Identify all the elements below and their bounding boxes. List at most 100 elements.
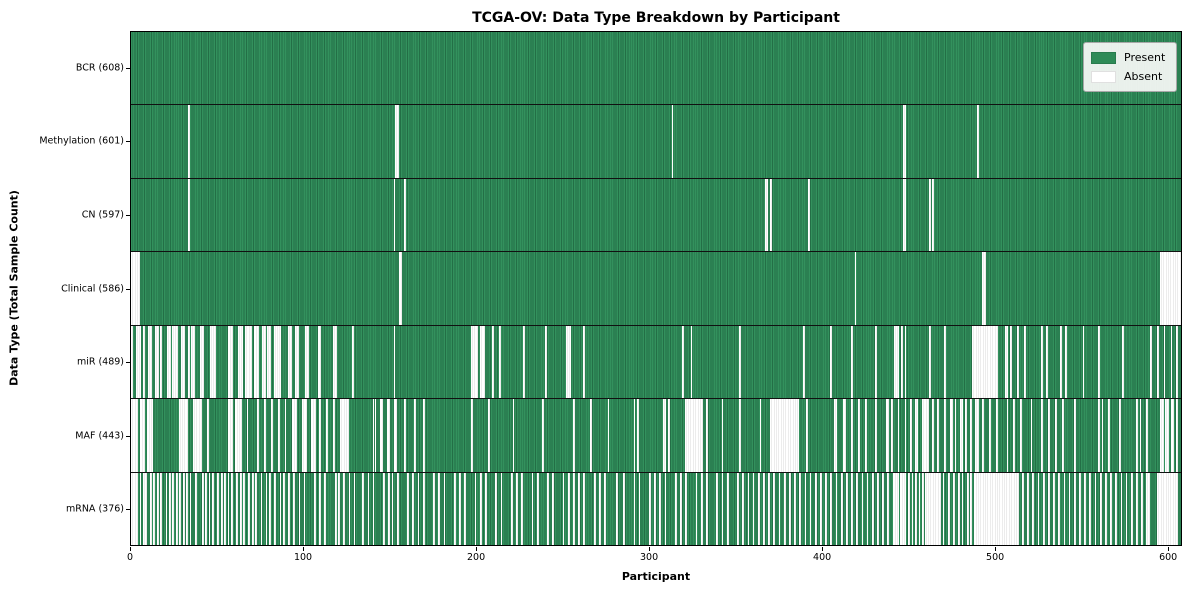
absent-cell — [172, 325, 175, 399]
absent-cell — [301, 399, 304, 472]
absent-cell — [700, 399, 703, 472]
absent-cell — [977, 399, 979, 472]
absent-cell — [902, 472, 905, 545]
absent-cell — [1079, 472, 1081, 545]
y-tick-label: CN (597) — [81, 209, 124, 221]
x-tick-label: 300 — [640, 552, 659, 563]
legend-item-absent: Absent — [1091, 67, 1168, 86]
absent-cell — [1110, 472, 1112, 545]
legend-item-present: Present — [1091, 48, 1168, 67]
absent-cell — [381, 399, 384, 472]
absent-cell — [778, 472, 781, 545]
absent-cell — [277, 399, 280, 472]
absent-cell — [255, 472, 258, 545]
absent-cell — [992, 472, 995, 545]
absent-cell — [923, 399, 926, 472]
absent-cell — [403, 399, 406, 472]
absent-cell — [802, 325, 805, 399]
absent-cell — [778, 399, 781, 472]
absent-cell — [674, 472, 677, 545]
absent-cell — [1048, 472, 1050, 545]
absent-cell — [766, 178, 769, 252]
absent-cell — [137, 325, 140, 399]
absent-cell — [980, 472, 983, 545]
absent-cell — [338, 472, 340, 545]
x-tick-mark — [822, 547, 824, 551]
heatmap-row-maf — [131, 398, 1181, 472]
absent-cell — [668, 399, 670, 472]
absent-cell — [697, 399, 700, 472]
absent-cell — [996, 399, 998, 472]
absent-cell — [992, 325, 995, 399]
absent-cell — [288, 472, 290, 545]
absent-cell — [239, 472, 242, 545]
absent-cell — [333, 325, 335, 399]
absent-cell — [928, 325, 931, 399]
absent-cell — [1027, 472, 1030, 545]
absent-cell — [1004, 325, 1007, 399]
absent-cell — [146, 399, 149, 472]
absent-cell — [396, 472, 399, 545]
absent-cell — [293, 399, 296, 472]
absent-cell — [840, 472, 843, 545]
absent-cell — [769, 178, 772, 252]
absent-cell — [132, 399, 135, 472]
absent-cell — [716, 472, 719, 545]
absent-cell — [334, 472, 337, 545]
absent-cell — [854, 252, 857, 325]
absent-cell — [921, 399, 924, 472]
absent-cell — [904, 399, 907, 472]
absent-cell — [1172, 252, 1175, 325]
x-tick-mark — [995, 547, 997, 551]
absent-cell — [483, 325, 486, 399]
absent-cell — [925, 472, 928, 545]
absent-cell — [681, 325, 684, 399]
absent-cell — [201, 472, 204, 545]
absent-cell — [552, 472, 555, 545]
absent-cell — [1020, 399, 1023, 472]
absent-cell — [1003, 472, 1005, 545]
absent-cell — [799, 472, 802, 545]
heatmap-row-mir — [131, 324, 1181, 399]
y-tick-mark — [126, 214, 130, 216]
absent-cell — [982, 399, 985, 472]
absent-cell — [901, 472, 903, 545]
absent-cell — [175, 472, 178, 545]
absent-cell — [471, 325, 473, 399]
absent-swatch-icon — [1091, 70, 1116, 83]
absent-cell — [892, 472, 895, 545]
absent-cell — [374, 399, 377, 472]
absent-cell — [284, 399, 287, 472]
absent-cell — [343, 399, 346, 472]
absent-cell — [187, 178, 190, 252]
absent-cell — [953, 472, 955, 545]
absent-cell — [1006, 472, 1009, 545]
absent-cell — [1008, 472, 1011, 545]
chart-title: TCGA-OV: Data Type Breakdown by Particip… — [472, 10, 840, 26]
absent-cell — [788, 399, 791, 472]
y-tick-mark — [126, 435, 130, 437]
x-tick-mark — [130, 547, 131, 551]
absent-cell — [1061, 399, 1064, 472]
absent-cell — [295, 325, 297, 399]
absent-cell — [1162, 399, 1164, 472]
absent-cell — [521, 472, 523, 545]
absent-cell — [289, 325, 292, 399]
absent-cell — [1016, 472, 1019, 545]
absent-cell — [149, 399, 152, 472]
absent-cell — [1163, 325, 1166, 399]
absent-cell — [229, 325, 232, 399]
absent-cell — [671, 105, 674, 178]
absent-cell — [785, 399, 788, 472]
absent-cell — [200, 325, 202, 399]
absent-cell — [954, 399, 957, 472]
absent-cell — [400, 252, 403, 325]
absent-cell — [131, 325, 133, 399]
absent-cell — [168, 325, 171, 399]
absent-cell — [842, 399, 845, 472]
absent-cell — [978, 325, 981, 399]
absent-cell — [1065, 325, 1067, 399]
absent-cell — [131, 399, 133, 472]
absent-cell — [144, 472, 147, 545]
absent-cell — [958, 472, 960, 545]
